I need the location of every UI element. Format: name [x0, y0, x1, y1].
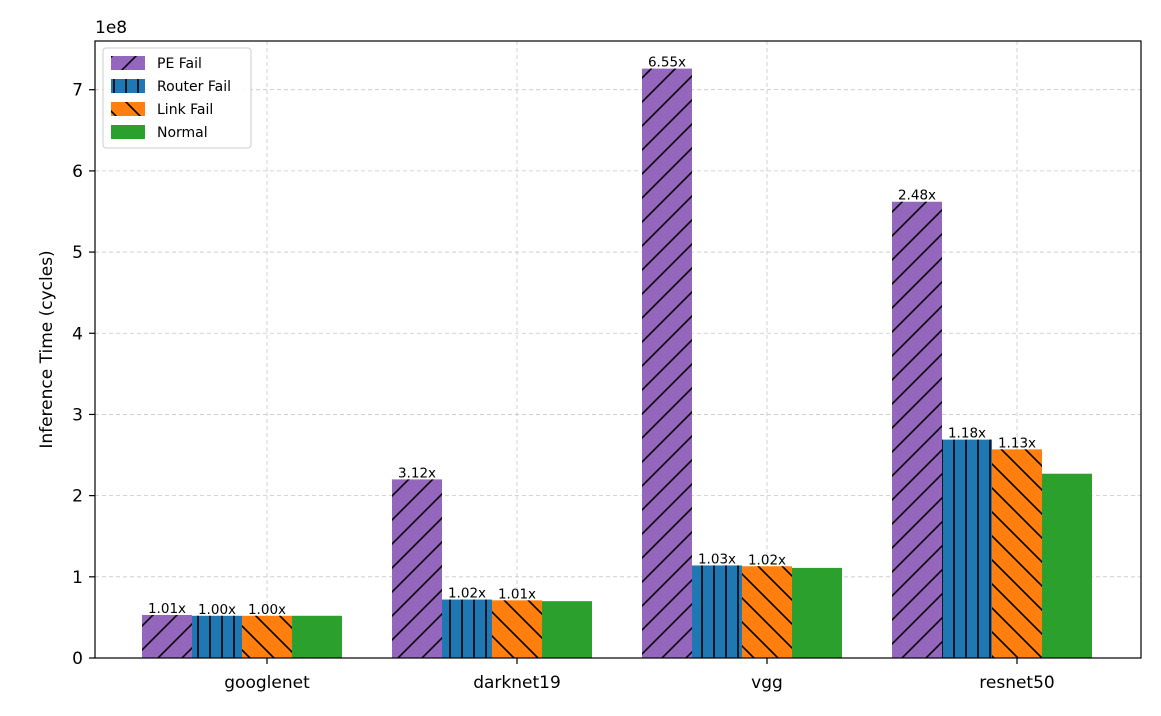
bar-hatch-router-fail	[692, 565, 742, 658]
bar-value-label: 1.02x	[748, 552, 786, 568]
bar-hatch-pe-fail	[642, 68, 692, 658]
y-tick-label: 0	[72, 649, 83, 669]
legend: PE Fail Router Fail Link Fail Normal	[102, 47, 252, 149]
y-axis-label: Inference Time (cycles)	[37, 250, 57, 448]
legend-swatch-hatch	[111, 79, 145, 93]
bar-normal	[1042, 473, 1092, 658]
bar-hatch-link-fail	[742, 566, 792, 658]
bar-labels-layer: 1.01x 3.12x 6.55x 2.48x 1.00x 1.02x 1.03x 1.18x…	[148, 55, 1036, 618]
y-scale-label: 1e8	[95, 18, 127, 38]
bar-hatch-router-fail	[442, 599, 492, 658]
bar-normal	[542, 601, 592, 658]
bar-value-label: 2.48x	[898, 188, 936, 204]
legend-label: PE Fail	[157, 56, 202, 72]
legend-swatch	[111, 125, 145, 139]
legend-swatch-hatch	[111, 102, 145, 116]
bar-hatch-router-fail	[942, 439, 992, 658]
legend-label: Link Fail	[157, 102, 213, 118]
bar-normal	[292, 615, 342, 658]
bar-hatch-pe-fail	[392, 479, 442, 658]
y-tick-label: 2	[72, 487, 83, 507]
bar-hatch-pe-fail	[142, 614, 192, 658]
bar-value-label: 6.55x	[648, 55, 686, 71]
bar-value-label: 1.00x	[198, 602, 236, 618]
axis-layer: 0 1 2 3 4 5 6 7 googlenet darknet19 vgg resnet50	[72, 81, 1055, 693]
bar-hatch-link-fail	[492, 600, 542, 658]
bar-hatch-link-fail	[242, 615, 292, 658]
legend-label: Normal	[157, 125, 208, 141]
x-tick-label: vgg	[751, 673, 783, 693]
bar-value-label: 1.00x	[248, 602, 286, 618]
y-tick-label: 5	[72, 243, 83, 263]
bar-value-label: 1.01x	[148, 601, 186, 617]
legend-swatch-hatch	[111, 56, 145, 70]
bar-hatch-pe-fail	[892, 201, 942, 658]
y-tick-label: 7	[72, 81, 83, 101]
bar-value-label: 1.01x	[498, 586, 536, 602]
bar-normal	[792, 567, 842, 658]
y-tick-label: 1	[72, 568, 83, 588]
legend-box	[102, 47, 252, 149]
plot-frame	[94, 40, 1142, 659]
x-tick-label: googlenet	[224, 673, 310, 693]
legend-label: Router Fail	[157, 79, 231, 95]
bar-value-label: 3.12x	[398, 465, 436, 481]
y-tick-label: 6	[72, 162, 83, 182]
bar-value-label: 1.03x	[698, 551, 736, 567]
bar-value-label: 1.13x	[998, 435, 1036, 451]
bar-value-label: 1.02x	[448, 586, 486, 602]
bars-layer	[142, 68, 1092, 658]
bar-hatch-router-fail	[192, 615, 242, 658]
y-tick-label: 3	[72, 405, 83, 425]
bar-value-label: 1.18x	[948, 426, 986, 442]
x-tick-label: darknet19	[473, 673, 561, 693]
y-tick-label: 4	[72, 324, 83, 344]
x-tick-label: resnet50	[979, 673, 1054, 693]
bar-hatch-link-fail	[992, 449, 1042, 658]
